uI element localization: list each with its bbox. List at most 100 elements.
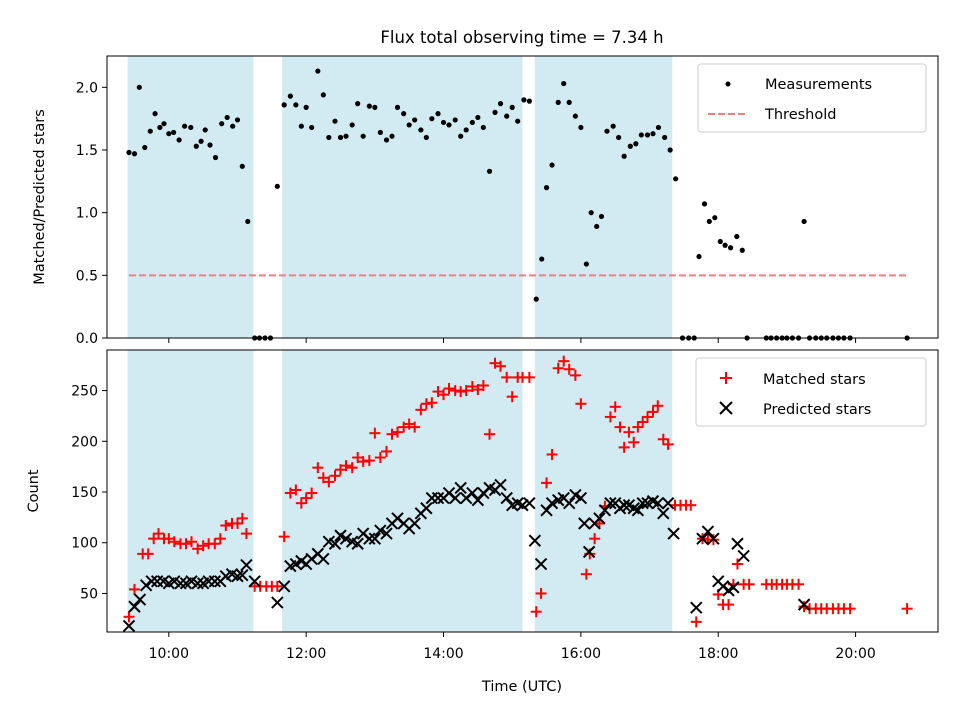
x-axis-label: Time (UTC) — [481, 679, 562, 695]
observing-interval-band — [282, 56, 523, 338]
measurement-point — [429, 116, 435, 122]
matched-point — [460, 385, 472, 397]
measurement-point — [480, 124, 486, 131]
measurement-point — [245, 218, 251, 225]
matched-point — [546, 448, 558, 460]
measurement-point — [717, 238, 723, 245]
matched-point — [312, 462, 324, 474]
predicted-point — [236, 568, 249, 582]
count-panel: 50 100 150 200 250 10:00 12:00 14:00 16:00 18:00… — [26, 349, 939, 695]
matched-point — [295, 497, 307, 509]
measurement-point — [193, 143, 199, 149]
measurement-point — [616, 134, 622, 141]
y-tick-label: 1.5 — [76, 143, 98, 159]
observing-interval-band — [534, 350, 673, 632]
observing-interval-band — [127, 56, 254, 338]
matched-point — [731, 558, 743, 570]
measurement-point — [610, 123, 616, 129]
measurement-point — [583, 261, 589, 267]
predicted-point — [636, 496, 649, 510]
matched-point — [323, 476, 335, 488]
measurement-point — [722, 242, 728, 248]
measurement-point — [712, 215, 718, 221]
predicted-point — [690, 601, 703, 614]
matched-point — [142, 548, 154, 560]
predicted-point — [707, 532, 720, 545]
predicted-point — [420, 502, 433, 515]
measurement-point — [298, 123, 304, 129]
predicted-point — [500, 491, 513, 505]
observing-interval-band — [534, 56, 673, 338]
measurement-point — [349, 122, 355, 128]
predicted-point — [248, 575, 261, 588]
matched-point — [300, 492, 312, 504]
measurement-point — [549, 162, 555, 168]
measurement-point — [198, 138, 204, 144]
measurement-point — [230, 123, 236, 129]
measurement-point — [161, 121, 167, 127]
measurement-point — [274, 183, 280, 189]
x-axis-ticks: 10:00 12:00 14:00 16:00 18:00 20:00 — [149, 632, 876, 662]
matched-point — [220, 519, 232, 531]
measurement-point — [224, 114, 230, 121]
matched-point — [278, 531, 290, 543]
measurement-point — [234, 117, 241, 123]
matched-point — [793, 578, 805, 590]
predicted-point — [351, 537, 364, 550]
measurement-point — [475, 114, 481, 121]
predicted-point — [716, 580, 730, 593]
measurement-point — [588, 210, 594, 216]
measurement-point — [543, 185, 550, 191]
measurement-point — [662, 134, 668, 141]
matched-point — [197, 540, 209, 552]
predicted-point — [528, 534, 542, 547]
matched-point — [723, 599, 735, 611]
x-tick-label: 16:00 — [561, 646, 601, 662]
matched-point — [604, 411, 616, 423]
measurement-point — [492, 109, 498, 115]
measurement-point — [638, 132, 644, 138]
measurement-point — [281, 102, 287, 108]
matched-point — [657, 433, 669, 445]
measurement-point — [515, 118, 521, 124]
measurement-point — [326, 134, 332, 141]
measurement-point — [526, 98, 532, 104]
measurement-point — [136, 84, 142, 90]
y-tick-label: 1.0 — [76, 206, 98, 222]
measurement-point — [332, 118, 338, 124]
matched-point — [392, 426, 404, 438]
measurement-point — [166, 131, 172, 137]
measurement-point — [401, 111, 407, 117]
predicted-point — [368, 532, 382, 545]
measurement-point — [171, 129, 177, 136]
measurement-point — [598, 213, 605, 220]
predicted-point — [667, 527, 680, 540]
matched-point — [552, 362, 564, 374]
legend-label-matched: Matched stars — [763, 372, 866, 388]
predicted-point — [701, 525, 715, 538]
measurement-point — [627, 143, 633, 149]
legend-box — [697, 63, 927, 133]
measurement-point — [131, 151, 138, 157]
predicted-point — [466, 486, 479, 500]
matched-point — [415, 404, 427, 416]
x-tick-label: 20:00 — [835, 646, 875, 662]
matched-point — [535, 587, 547, 599]
measurement-point — [521, 97, 527, 103]
matched-point — [523, 371, 535, 383]
observing-intervals — [127, 56, 673, 338]
measurement-point — [320, 92, 326, 98]
predicted-point — [545, 496, 559, 510]
matched-point — [381, 445, 393, 457]
measurement-point — [452, 117, 458, 123]
legend-marker-predicted — [719, 401, 733, 415]
matched-point — [558, 355, 570, 367]
predicted-point — [534, 557, 548, 571]
measurement-point — [383, 137, 390, 143]
matched-point — [426, 397, 438, 409]
predicted-point — [651, 496, 665, 510]
y-tick-label: 150 — [71, 485, 98, 501]
measurement-point — [594, 223, 600, 230]
matched-point — [438, 389, 450, 401]
measurement-point — [463, 127, 469, 133]
